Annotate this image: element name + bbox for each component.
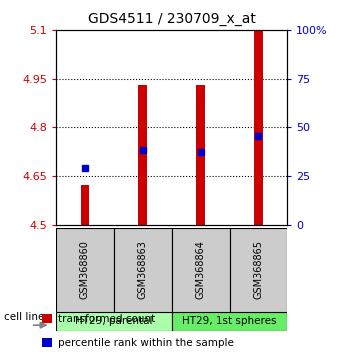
Text: GSM368863: GSM368863 [138,240,148,299]
Text: cell line: cell line [4,312,45,322]
Bar [254,30,263,225]
Bar [172,312,287,331]
Bar [196,85,205,225]
Text: HT29, parental: HT29, parental [75,316,153,326]
Text: percentile rank within the sample: percentile rank within the sample [58,338,234,348]
Text: GSM368864: GSM368864 [195,240,206,299]
Bar [56,312,172,331]
Bar [114,228,172,312]
Text: GSM368860: GSM368860 [80,240,90,299]
Bar [230,228,287,312]
Bar [42,314,52,323]
Bar [56,228,114,312]
Bar [42,338,52,347]
Bar [81,185,89,225]
Text: GSM368865: GSM368865 [253,240,264,299]
Text: HT29, 1st spheres: HT29, 1st spheres [182,316,277,326]
Bar [172,228,230,312]
Title: GDS4511 / 230709_x_at: GDS4511 / 230709_x_at [88,12,256,26]
Bar [138,85,147,225]
Text: transformed count: transformed count [58,314,155,324]
